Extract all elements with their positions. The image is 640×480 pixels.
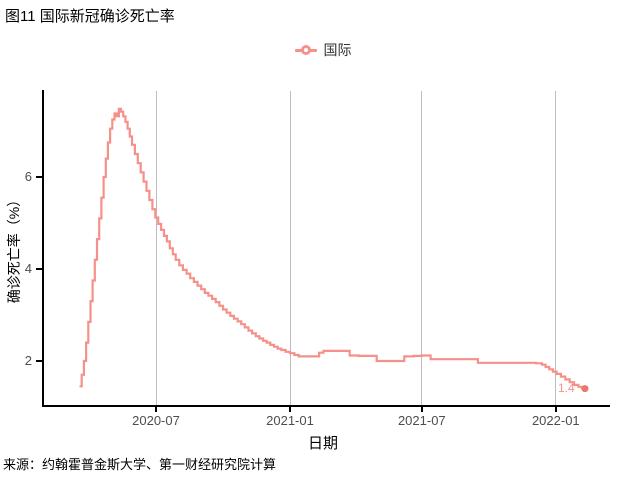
x-tick-mark bbox=[155, 407, 157, 412]
x-tick-label: 2022-01 bbox=[531, 413, 580, 428]
x-tick-mark bbox=[554, 407, 557, 412]
x-axis-line bbox=[42, 405, 610, 407]
y-tick-mark bbox=[36, 176, 43, 178]
x-tick-mark bbox=[289, 407, 291, 412]
end-point-marker bbox=[581, 385, 589, 393]
y-tick-mark bbox=[36, 360, 43, 362]
legend-item-international[interactable]: 国际 bbox=[294, 40, 352, 60]
y-tick-label: 4 bbox=[24, 261, 32, 276]
legend: 国际 bbox=[0, 40, 640, 60]
y-axis-title: 确诊死亡率（%） bbox=[6, 192, 22, 304]
end-value-label: 1.4 bbox=[557, 380, 575, 395]
x-tick-label: 2021-07 bbox=[397, 413, 446, 428]
x-gridline bbox=[155, 91, 157, 405]
x-axis-title: 日期 bbox=[307, 435, 338, 452]
x-tick-label: 2021-01 bbox=[266, 413, 314, 428]
x-gridline bbox=[555, 91, 557, 405]
x-tick-label: 2020-07 bbox=[132, 413, 180, 428]
source-note: 来源：约翰霍普金斯大学、第一财经研究院计算 bbox=[3, 457, 277, 472]
x-tick-mark bbox=[420, 407, 423, 412]
y-axis-line bbox=[42, 90, 44, 407]
legend-point-ring-icon bbox=[300, 44, 311, 55]
legend-label: 国际 bbox=[323, 42, 352, 58]
y-tick-mark bbox=[36, 268, 43, 270]
x-gridline bbox=[421, 91, 423, 405]
y-tick-label: 6 bbox=[24, 169, 32, 184]
x-gridline bbox=[289, 91, 291, 405]
y-tick-label: 2 bbox=[24, 353, 32, 368]
figure-title: 图11 国际新冠确诊死亡率 bbox=[5, 8, 175, 25]
line-point-legend-icon bbox=[294, 44, 317, 56]
